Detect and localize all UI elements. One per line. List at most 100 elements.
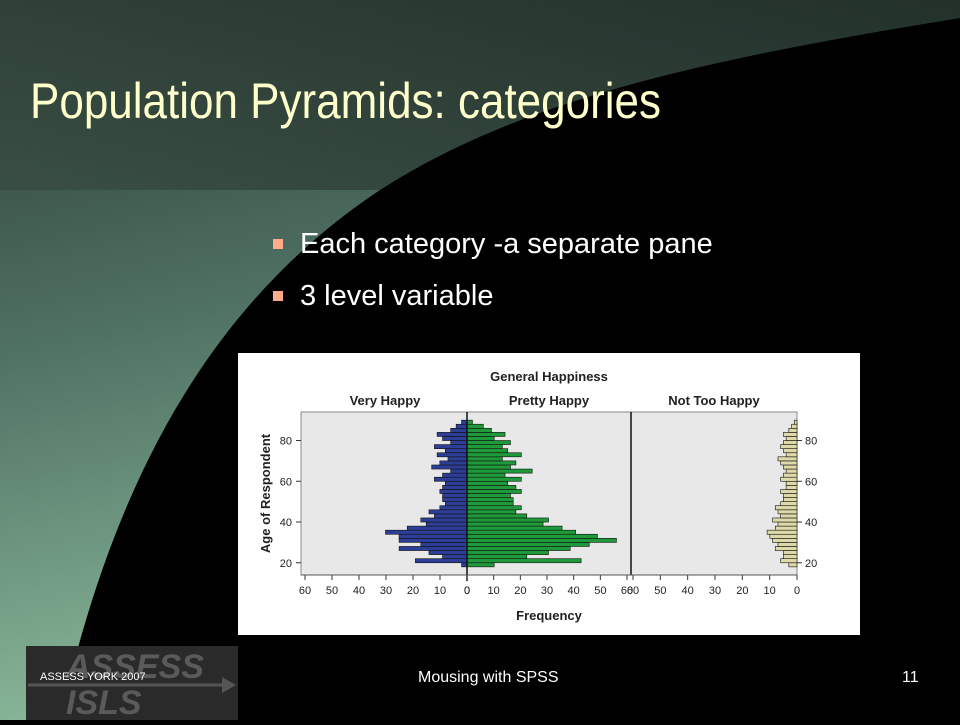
x-tick-label: 50 (326, 585, 338, 597)
bar (793, 419, 798, 425)
x-tick-label: 30 (709, 585, 721, 597)
bar (466, 432, 506, 437)
bar (780, 501, 798, 507)
bullet-item: Each category -a separate pane (273, 218, 713, 270)
bar (415, 558, 468, 564)
bar (777, 542, 798, 547)
bar (466, 468, 533, 474)
bar (466, 521, 544, 527)
y-tick-label: 80 (280, 436, 292, 448)
bar (466, 493, 511, 498)
bar (783, 464, 798, 470)
bar (434, 444, 468, 449)
bar (398, 538, 468, 543)
bar (406, 525, 468, 531)
bar (428, 550, 468, 555)
bar (780, 558, 798, 564)
bar (466, 419, 473, 425)
logo-text-top: ASSESS (65, 648, 204, 686)
bar (783, 432, 798, 437)
bar (791, 423, 798, 429)
bar (450, 428, 468, 433)
bar (788, 428, 798, 433)
x-tick-label: 10 (764, 585, 776, 597)
y-tick-label: 40 (280, 517, 292, 529)
footer-title: Mousing with SPSS (418, 669, 559, 686)
bar (466, 440, 511, 445)
x-tick-label: 20 (514, 585, 526, 597)
bar (447, 456, 468, 462)
bar (769, 533, 798, 539)
bar (461, 419, 468, 425)
slide-title: Population Pyramids: categories (30, 73, 662, 129)
x-tick-label: 20 (736, 585, 748, 597)
assess-logo: ASSESS ISLS (26, 646, 238, 722)
y-axis-label: Age of Respondent (258, 433, 273, 553)
y-tick-label: 80 (805, 436, 817, 448)
x-tick-label: 30 (541, 585, 553, 597)
y-tick-label: 20 (280, 558, 292, 570)
bar (466, 533, 598, 539)
bar (439, 505, 468, 511)
bar (766, 529, 798, 535)
bar (466, 472, 506, 478)
bar (466, 476, 522, 482)
bar (450, 468, 468, 474)
bar (466, 505, 522, 511)
bar (772, 538, 798, 543)
x-tick-label: 40 (568, 585, 580, 597)
pane-label: Pretty Happy (509, 393, 590, 408)
bar (466, 436, 495, 441)
bar (777, 509, 798, 515)
bullet-item: 3 level variable (273, 270, 713, 322)
bar (785, 480, 798, 486)
x-tick-label: 50 (594, 585, 606, 597)
bar (783, 440, 798, 445)
square-bullet-icon (273, 291, 283, 301)
bar (774, 546, 798, 551)
bar (398, 533, 468, 539)
bar (774, 505, 798, 511)
footer-organization: ASSESS YORK 2007 (40, 671, 146, 683)
bar (466, 448, 509, 454)
bar (434, 513, 468, 519)
x-tick-label: 40 (682, 585, 694, 597)
bar (428, 509, 468, 515)
bar (431, 464, 468, 470)
bar (436, 452, 468, 458)
y-tick-label: 40 (805, 517, 817, 529)
bar (455, 423, 468, 429)
bar (385, 529, 468, 535)
x-tick-label: 30 (380, 585, 392, 597)
bar (774, 525, 798, 531)
bar (788, 562, 798, 568)
bar (434, 476, 468, 482)
bar (785, 452, 798, 458)
bar (780, 444, 798, 449)
bar (466, 546, 571, 551)
bar (439, 460, 468, 466)
bar (439, 489, 468, 494)
bar (466, 464, 511, 470)
bar (466, 558, 582, 564)
bullet-list: Each category -a separate pane 3 level v… (273, 218, 713, 322)
bar (780, 513, 798, 519)
bar (785, 468, 798, 474)
bullet-text: Each category -a separate pane (300, 228, 713, 260)
bar (780, 489, 798, 494)
bar (466, 529, 576, 535)
bar (783, 550, 798, 555)
bar (466, 562, 495, 568)
pane-label: Very Happy (350, 393, 422, 408)
bar (442, 485, 468, 490)
bar (783, 493, 798, 498)
bar (466, 550, 549, 555)
pane-label: Not Too Happy (668, 393, 760, 408)
bullet-text: 3 level variable (300, 280, 494, 312)
bar (466, 513, 528, 519)
bar (444, 448, 468, 454)
bar (772, 517, 798, 523)
bar (785, 436, 798, 441)
x-tick-label: 10 (488, 585, 500, 597)
bar (444, 501, 468, 507)
